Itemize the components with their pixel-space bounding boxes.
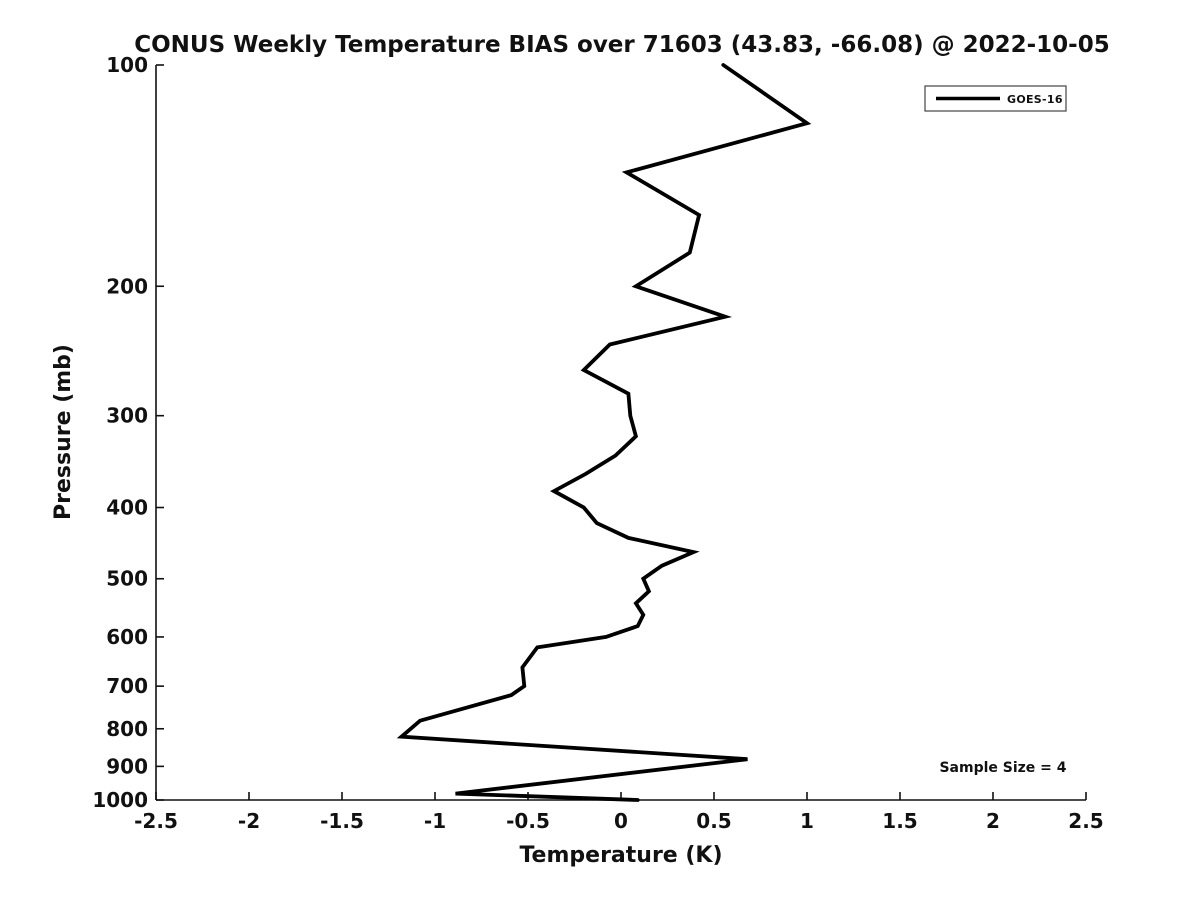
y-tick-label: 900	[106, 754, 148, 778]
x-tick-label: 2	[986, 809, 1000, 833]
x-tick-label: 1	[800, 809, 814, 833]
x-tick-label: 0	[614, 809, 628, 833]
x-axis-label: Temperature (K)	[519, 843, 722, 868]
chart-title: CONUS Weekly Temperature BIAS over 71603…	[134, 32, 1109, 58]
legend: GOES-16	[924, 85, 1067, 112]
y-tick-label: 500	[106, 567, 148, 591]
y-tick-label: 200	[106, 274, 148, 298]
x-axis-ticks: -2.5 -2 -1.5 -1 -0.5 0 0.5 1 1.5 2 2.5	[134, 792, 1104, 833]
y-tick-label: 700	[106, 674, 148, 698]
x-tick-label: -2	[238, 809, 260, 833]
legend-label: GOES-16	[1007, 93, 1063, 106]
y-axis-label: Pressure (mb)	[51, 344, 76, 520]
goes16-bias-line	[396, 63, 812, 802]
x-tick-label: -0.5	[506, 809, 550, 833]
y-tick-label: 100	[106, 53, 148, 77]
y-tick-label: 300	[106, 404, 148, 428]
x-tick-label: 2.5	[1068, 809, 1103, 833]
y-tick-label: 1000	[92, 788, 148, 812]
y-axis-ticks: 100 200 300 400 500 600 700 800 900 1000	[92, 53, 164, 812]
x-tick-label: -2.5	[134, 809, 178, 833]
x-tick-label: 1.5	[882, 809, 917, 833]
y-tick-label: 800	[106, 717, 148, 741]
x-tick-label: 0.5	[696, 809, 731, 833]
y-tick-label: 400	[106, 496, 148, 520]
x-tick-label: -1.5	[320, 809, 364, 833]
sample-size-annotation: Sample Size = 4	[939, 760, 1066, 776]
x-tick-label: -1	[424, 809, 446, 833]
y-tick-label: 600	[106, 625, 148, 649]
